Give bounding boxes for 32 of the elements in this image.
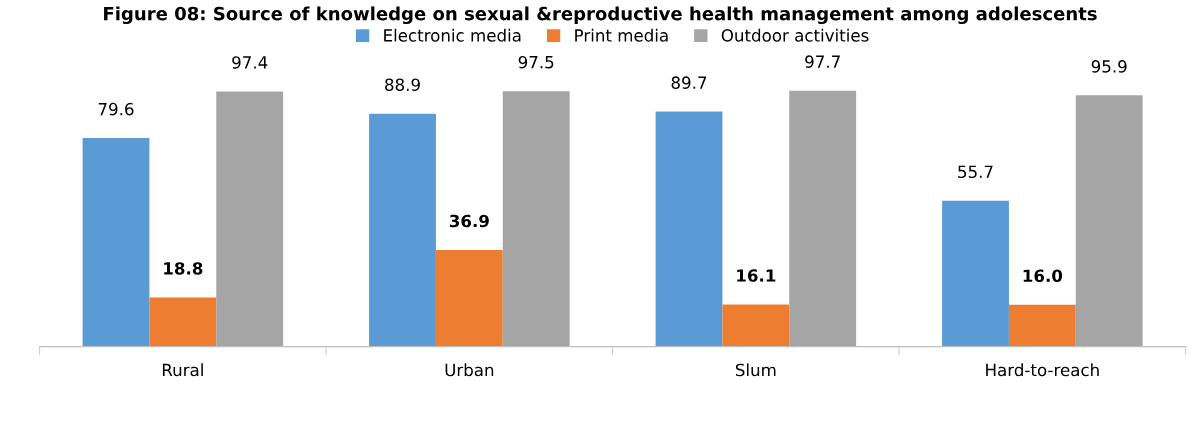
bar <box>149 297 217 347</box>
x-tick-label: Hard-to-reach <box>986 363 1099 377</box>
bar <box>369 113 436 347</box>
data-label: 95.9 <box>1091 60 1127 73</box>
x-tick-label: Urban <box>445 363 494 377</box>
legend-label: Print media <box>575 28 668 42</box>
data-label: 18.8 <box>164 262 203 275</box>
bar <box>789 90 857 347</box>
bar <box>942 200 1009 347</box>
data-label: 16.0 <box>1023 269 1063 283</box>
bar <box>655 111 723 347</box>
legend-label: Electronic media <box>384 28 521 42</box>
data-label: 97.7 <box>805 55 840 68</box>
x-tick-label: Slum <box>735 363 776 377</box>
x-tick-label: Rural <box>162 363 203 377</box>
bar <box>216 91 284 347</box>
bar <box>435 249 503 347</box>
bar <box>722 304 790 347</box>
data-label: 97.5 <box>518 55 554 69</box>
legend-label: Outdoor activities <box>721 28 869 42</box>
data-label: 89.7 <box>671 76 707 89</box>
data-label: 55.7 <box>958 165 993 179</box>
data-label: 79.6 <box>98 102 134 116</box>
data-label: 88.9 <box>385 78 420 92</box>
bar <box>502 91 570 347</box>
bar <box>1008 304 1076 347</box>
bar <box>82 138 150 347</box>
bar <box>1075 95 1143 347</box>
data-label: 36.9 <box>449 214 489 228</box>
data-label: 97.4 <box>232 56 268 69</box>
chart-title: Figure 08: Source of knowledge on sexual &reproductive health management among adolescents <box>104 6 1097 25</box>
data-label: 16.1 <box>737 269 776 282</box>
